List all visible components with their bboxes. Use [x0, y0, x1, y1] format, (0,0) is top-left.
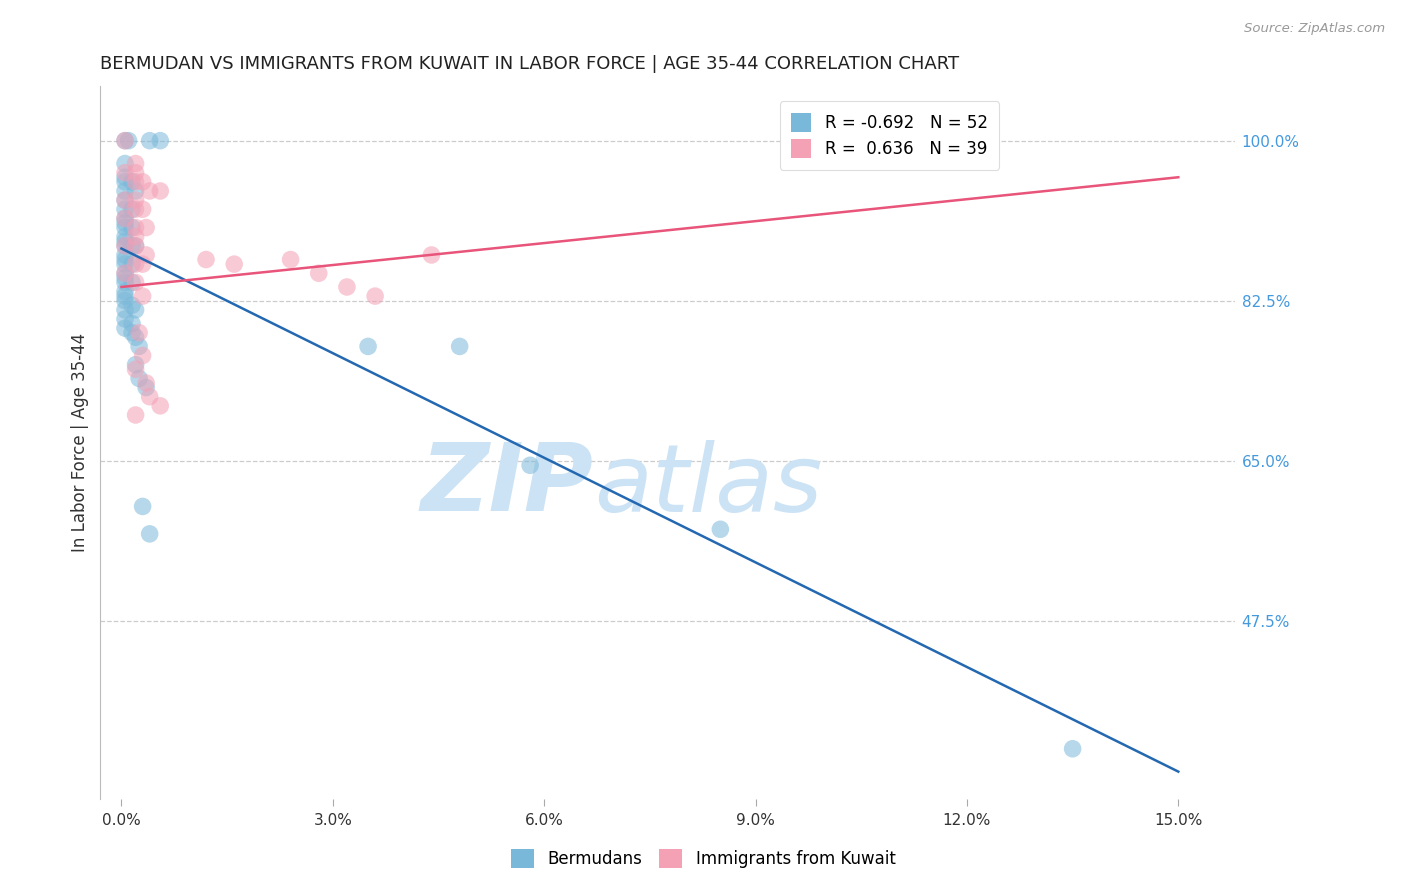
Point [114, 312, 136, 326]
Point [124, 362, 146, 376]
Point [114, 252, 136, 267]
Point [124, 239, 146, 253]
Point [114, 234, 136, 248]
Point [114, 134, 136, 148]
Point [114, 248, 136, 262]
Legend: Bermudans, Immigrants from Kuwait: Bermudans, Immigrants from Kuwait [503, 842, 903, 875]
Point [131, 175, 153, 189]
Point [135, 248, 157, 262]
Point [124, 239, 146, 253]
Point [124, 193, 146, 207]
Point [280, 252, 302, 267]
Legend: R = -0.692   N = 52, R =  0.636   N = 39: R = -0.692 N = 52, R = 0.636 N = 39 [780, 102, 1000, 169]
Text: atlas: atlas [593, 440, 823, 531]
Point [709, 522, 731, 536]
Point [114, 134, 136, 148]
Point [124, 330, 146, 344]
Point [131, 257, 153, 271]
Point [114, 170, 136, 185]
Point [135, 380, 157, 394]
Point [114, 184, 136, 198]
Point [124, 302, 146, 317]
Point [364, 289, 387, 303]
Text: BERMUDAN VS IMMIGRANTS FROM KUWAIT IN LABOR FORCE | AGE 35-44 CORRELATION CHART: BERMUDAN VS IMMIGRANTS FROM KUWAIT IN LA… [100, 55, 959, 73]
Text: Source: ZipAtlas.com: Source: ZipAtlas.com [1244, 22, 1385, 36]
Point [114, 285, 136, 299]
Point [124, 184, 146, 198]
Point [124, 358, 146, 372]
Point [114, 257, 136, 271]
Point [114, 270, 136, 285]
Point [114, 302, 136, 317]
Point [124, 156, 146, 170]
Text: ZIP: ZIP [420, 439, 593, 532]
Point [124, 408, 146, 422]
Point [124, 229, 146, 244]
Point [149, 184, 172, 198]
Y-axis label: In Labor Force | Age 35-44: In Labor Force | Age 35-44 [72, 333, 89, 552]
Point [124, 257, 146, 271]
Point [131, 349, 153, 363]
Point [135, 220, 157, 235]
Point [138, 527, 160, 541]
Point [131, 289, 153, 303]
Point [114, 211, 136, 226]
Point [121, 175, 143, 189]
Point [114, 156, 136, 170]
Point [114, 202, 136, 217]
Point [128, 326, 150, 340]
Point [1062, 741, 1084, 756]
Point [114, 211, 136, 226]
Point [124, 166, 146, 180]
Point [138, 134, 160, 148]
Point [135, 376, 157, 390]
Point [131, 202, 153, 217]
Point [138, 184, 160, 198]
Point [114, 276, 136, 290]
Point [138, 390, 160, 404]
Point [114, 193, 136, 207]
Point [114, 289, 136, 303]
Point [224, 257, 246, 271]
Point [114, 293, 136, 308]
Point [131, 500, 153, 514]
Point [114, 220, 136, 235]
Point [149, 134, 172, 148]
Point [124, 276, 146, 290]
Point [114, 239, 136, 253]
Point [308, 266, 330, 280]
Point [519, 458, 541, 473]
Point [114, 166, 136, 180]
Point [121, 317, 143, 331]
Point [124, 202, 146, 217]
Point [357, 339, 380, 353]
Point [114, 239, 136, 253]
Point [114, 193, 136, 207]
Point [420, 248, 443, 262]
Point [114, 175, 136, 189]
Point [449, 339, 471, 353]
Point [195, 252, 218, 267]
Point [121, 326, 143, 340]
Point [121, 257, 143, 271]
Point [121, 202, 143, 217]
Point [114, 266, 136, 280]
Point [121, 239, 143, 253]
Point [114, 216, 136, 230]
Point [121, 298, 143, 312]
Point [128, 339, 150, 353]
Point [117, 134, 139, 148]
Point [121, 276, 143, 290]
Point [124, 175, 146, 189]
Point [114, 321, 136, 335]
Point [149, 399, 172, 413]
Point [128, 371, 150, 385]
Point [114, 266, 136, 280]
Point [124, 220, 146, 235]
Point [114, 229, 136, 244]
Point [872, 134, 894, 148]
Point [121, 220, 143, 235]
Point [336, 280, 359, 294]
